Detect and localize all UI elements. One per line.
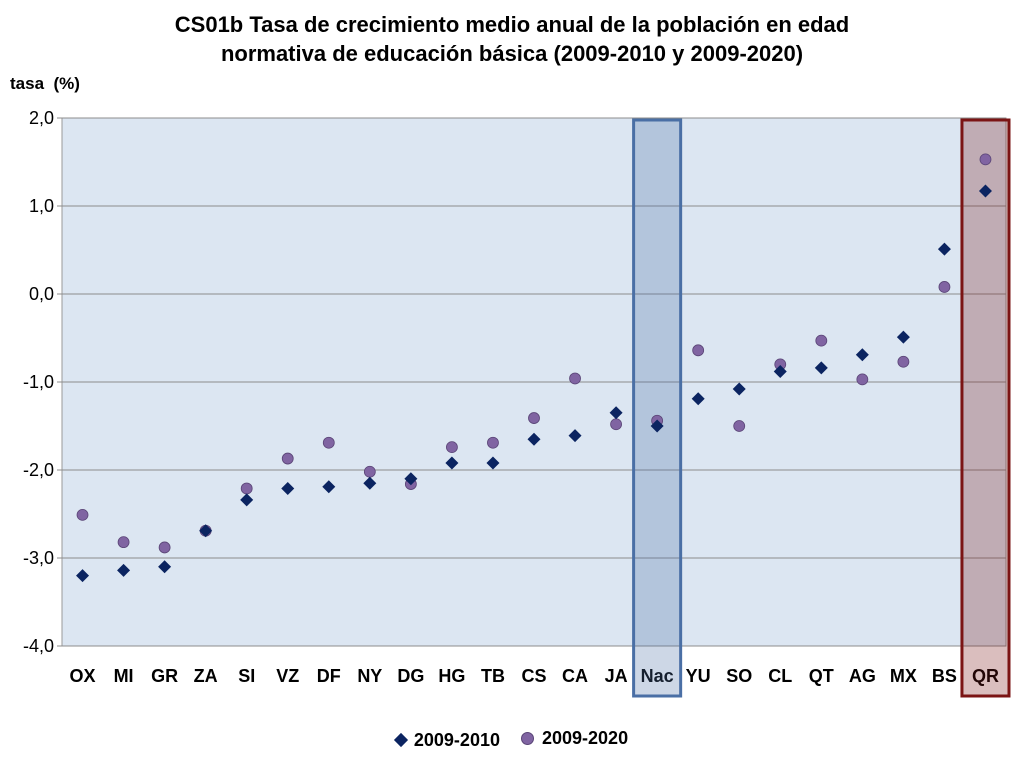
data-point-series-2 <box>322 436 335 449</box>
y-tick-label: -1,0 <box>23 372 54 392</box>
highlight-box-qr <box>960 118 1011 698</box>
data-point-series-2 <box>117 536 130 549</box>
data-point-series-2 <box>815 334 828 347</box>
data-point-series-1 <box>691 392 705 406</box>
data-point-series-1 <box>527 432 541 446</box>
highlight-box-nac <box>632 118 683 698</box>
data-point-series-1 <box>568 429 582 443</box>
data-point-series-2 <box>938 281 951 293</box>
x-tick-label: QT <box>809 666 834 686</box>
data-point-series-1 <box>855 348 869 362</box>
x-tick-label: YU <box>686 666 711 686</box>
x-tick-label: MX <box>890 666 917 686</box>
x-tick-label: VZ <box>276 666 299 686</box>
data-point-series-2 <box>610 418 622 431</box>
y-tick-label: 0,0 <box>29 284 54 304</box>
data-point-series-1 <box>486 456 500 470</box>
y-tick-label: 1,0 <box>29 196 54 216</box>
data-point-series-1 <box>937 242 951 256</box>
data-point-series-2 <box>446 441 458 454</box>
x-tick-label: CS <box>521 666 546 686</box>
x-tick-label: DF <box>317 666 341 686</box>
data-point-series-1 <box>814 361 828 375</box>
data-point-series-1 <box>404 472 418 486</box>
data-point-series-2 <box>76 508 89 521</box>
data-point-series-1 <box>240 493 254 507</box>
y-tick-label: 2,0 <box>29 108 54 128</box>
x-tick-label: QR <box>972 666 999 686</box>
data-point-series-1 <box>76 569 90 583</box>
data-point-series-2 <box>692 344 705 357</box>
x-tick-label: TB <box>481 666 505 686</box>
data-point-series-1 <box>363 476 377 490</box>
x-tick-label: CA <box>562 666 588 686</box>
data-point-series-2 <box>363 465 376 478</box>
x-tick-label: DG <box>397 666 424 686</box>
data-point-series-2 <box>569 372 581 385</box>
legend-item-series-1: 2009-2010 <box>393 729 500 751</box>
legend-label-series-2: 2009-2020 <box>542 728 629 748</box>
x-tick-label: NY <box>357 666 382 686</box>
x-tick-label: GR <box>151 666 178 686</box>
x-tick-label: BS <box>932 666 957 686</box>
data-point-series-1 <box>978 184 992 198</box>
data-point-series-2 <box>240 482 253 495</box>
data-point-series-2 <box>158 541 171 554</box>
data-point-series-2 <box>528 412 540 424</box>
legend-item-series-2: 2009-2020 <box>521 728 628 749</box>
data-point-series-2 <box>979 153 992 166</box>
chart-title: CS01b Tasa de crecimiento medio anual de… <box>0 10 1024 68</box>
diamond-marker-icon <box>393 732 408 748</box>
chart-title-line-1: CS01b Tasa de crecimiento medio anual de… <box>174 12 850 37</box>
x-tick-label: SO <box>726 666 752 686</box>
circle-marker-icon <box>521 732 534 745</box>
data-point-series-2 <box>281 452 294 465</box>
x-tick-label: MI <box>114 666 134 686</box>
data-point-series-1 <box>281 481 295 495</box>
legend: 2009-2010 2009-2020 <box>0 728 1024 751</box>
data-point-series-1 <box>199 524 213 538</box>
data-point-series-2 <box>487 436 499 449</box>
y-axis-label: tasa (%) <box>10 74 80 93</box>
data-point-series-1 <box>322 480 336 494</box>
data-point-series-1 <box>445 456 459 470</box>
data-point-series-2 <box>897 355 910 368</box>
data-point-series-1 <box>609 406 623 420</box>
data-point-series-1 <box>158 560 172 574</box>
data-point-series-2 <box>856 373 869 386</box>
x-tick-label: JA <box>605 666 628 686</box>
x-tick-label: SI <box>238 666 255 686</box>
x-tick-label: ZA <box>194 666 218 686</box>
data-point-series-1 <box>732 382 746 396</box>
legend-label-series-1: 2009-2010 <box>413 729 500 750</box>
x-tick-label: CL <box>768 666 792 686</box>
x-tick-label: Nac <box>641 666 674 686</box>
y-tick-label: -2,0 <box>23 460 54 480</box>
x-tick-label: OX <box>70 666 96 686</box>
data-point-series-1 <box>773 364 787 378</box>
x-tick-label: AG <box>849 666 876 686</box>
data-point-series-2 <box>733 420 746 432</box>
y-tick-label: -3,0 <box>23 548 54 568</box>
chart-title-line-2: normativa de educación básica (2009-2010… <box>220 41 804 66</box>
y-tick-label: -4,0 <box>23 636 54 656</box>
data-point-series-1 <box>117 563 131 577</box>
data-point-series-1 <box>650 419 664 433</box>
x-tick-label: HG <box>438 666 465 686</box>
data-point-series-1 <box>896 330 910 344</box>
